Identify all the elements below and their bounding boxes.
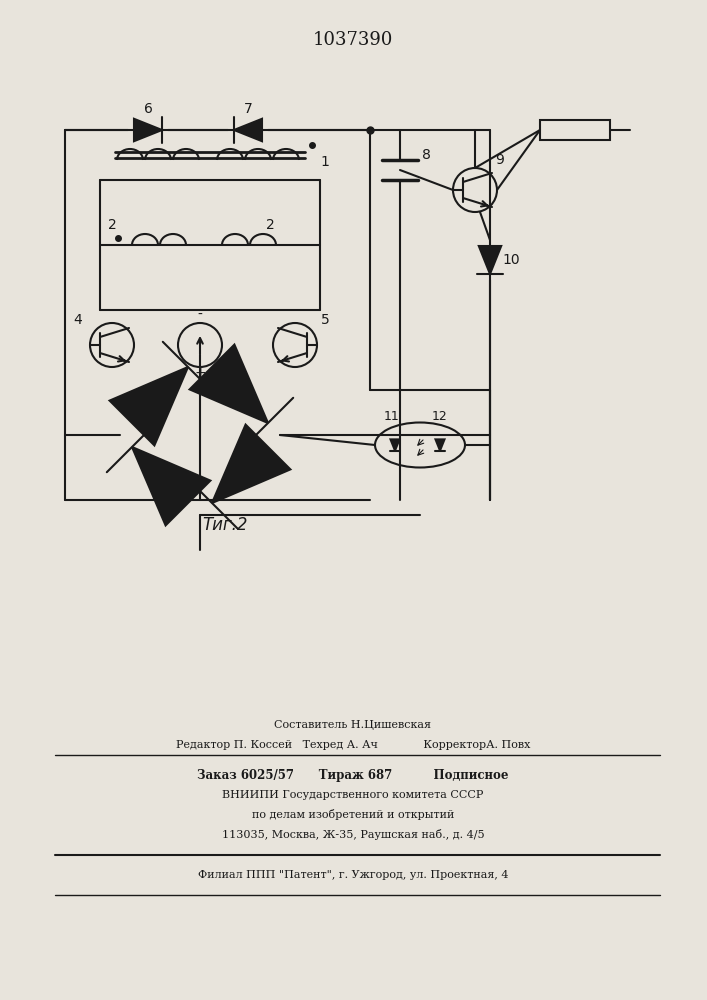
Text: 2: 2: [266, 218, 274, 232]
Text: ВНИИПИ Государственного комитета СССР: ВНИИПИ Государственного комитета СССР: [222, 790, 484, 800]
Polygon shape: [234, 119, 262, 141]
Text: 1037390: 1037390: [312, 31, 393, 49]
Text: Редактор П. Коссей   Техред А. Ач             КорректорА. Повх: Редактор П. Коссей Техред А. Ач Корректо…: [176, 740, 530, 750]
Text: Заказ 6025/57      Тираж 687          Подписное: Заказ 6025/57 Тираж 687 Подписное: [197, 768, 509, 782]
Text: Τиг.2: Τиг.2: [202, 516, 247, 534]
Polygon shape: [189, 345, 268, 423]
Text: Филиал ППП "Патент", г. Ужгород, ул. Проектная, 4: Филиал ППП "Патент", г. Ужгород, ул. Про…: [198, 870, 508, 880]
Text: 9: 9: [496, 153, 504, 167]
Text: 8: 8: [422, 148, 431, 162]
Text: 113035, Москва, Ж-35, Раушская наб., д. 4/5: 113035, Москва, Ж-35, Раушская наб., д. …: [222, 830, 484, 840]
Text: 2: 2: [107, 218, 117, 232]
Polygon shape: [132, 447, 211, 525]
Text: 1: 1: [320, 155, 329, 169]
Text: по делам изобретений и открытий: по делам изобретений и открытий: [252, 810, 454, 820]
Polygon shape: [436, 439, 445, 451]
Polygon shape: [110, 367, 188, 445]
Text: 5: 5: [321, 313, 329, 327]
Text: Составитель Н.Цишевская: Составитель Н.Цишевская: [274, 720, 431, 730]
Text: +: +: [194, 366, 206, 380]
Text: 6: 6: [144, 102, 153, 116]
Text: -: -: [197, 308, 202, 322]
Text: 10: 10: [502, 253, 520, 267]
Text: 4: 4: [74, 313, 83, 327]
Polygon shape: [212, 425, 291, 503]
Polygon shape: [134, 119, 162, 141]
Polygon shape: [479, 246, 501, 274]
Text: 12: 12: [432, 410, 448, 424]
Text: 7: 7: [244, 102, 252, 116]
Text: 11: 11: [384, 410, 400, 424]
Polygon shape: [390, 439, 399, 451]
